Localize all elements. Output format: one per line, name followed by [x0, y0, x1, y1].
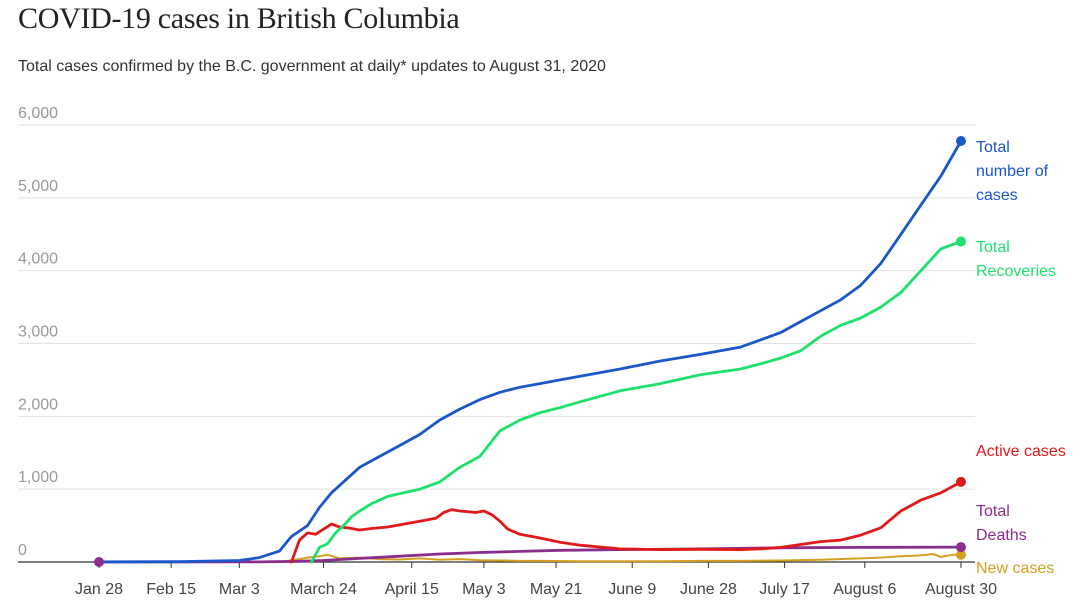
x-tick-label: August 30	[925, 581, 997, 598]
y-tick-label: 4,000	[18, 251, 58, 268]
series-end-point-total-recoveries	[955, 236, 966, 247]
y-tick-label: 2,000	[18, 396, 58, 413]
series-label-total-number-of-cases: number of	[976, 163, 1049, 180]
series-label-total-recoveries: Total	[976, 239, 1010, 256]
x-tick-label: April 15	[385, 581, 439, 598]
series-label-new-cases: New cases	[976, 560, 1054, 577]
series-line-total-number-of-cases	[97, 139, 963, 564]
x-tick-label: May 21	[530, 581, 583, 598]
series-lines	[94, 136, 966, 567]
series-end-point-total-number-of-cases	[955, 136, 966, 147]
x-tick-label: May 3	[462, 581, 506, 598]
series-end-point-total-deaths	[955, 542, 966, 553]
x-tick-label: August 6	[833, 581, 896, 598]
x-tick-label: Feb 15	[146, 581, 196, 598]
x-axis-ticks: Jan 28 Feb 15 Mar 3 March 24 April 15 May 3 Ma…	[75, 562, 997, 598]
series-end-point-new-cases	[955, 549, 966, 560]
series-start-point-total-deaths	[94, 557, 104, 567]
chart-subtitle: Total cases confirmed by the B.C. govern…	[18, 58, 606, 75]
y-tick-label: 5,000	[18, 178, 58, 195]
x-tick-label: June 9	[608, 581, 656, 598]
series-label-active-cases: Active cases	[976, 443, 1066, 460]
series-labels: New cases Total Deaths Active cases Total Rec…	[976, 139, 1066, 577]
series-label-total-deaths: Deaths	[976, 527, 1027, 544]
x-tick-label: Jan 28	[75, 581, 123, 598]
series-label-total-number-of-cases: Total	[976, 139, 1010, 156]
y-tick-label: 0	[18, 542, 27, 559]
y-axis-ticks: 0 1,000 2,000 3,000 4,000 5,000 6,000	[18, 105, 58, 559]
x-tick-label: March 24	[290, 581, 357, 598]
series-label-total-deaths: Total	[976, 503, 1010, 520]
chart-title: COVID-19 cases in British Columbia	[18, 2, 460, 35]
series-line-total-recoveries	[310, 240, 963, 564]
x-tick-label: July 17	[759, 581, 810, 598]
y-tick-label: 1,000	[18, 469, 58, 486]
x-tick-label: Mar 3	[219, 581, 260, 598]
series-label-total-recoveries: Recoveries	[976, 263, 1056, 280]
series-line-active-cases	[289, 480, 963, 564]
series-end-point-active-cases	[955, 476, 966, 487]
series-label-total-number-of-cases: cases	[976, 187, 1018, 204]
y-tick-label: 6,000	[18, 105, 58, 122]
gridlines	[18, 124, 975, 563]
y-tick-label: 3,000	[18, 324, 58, 341]
x-tick-label: June 28	[680, 581, 737, 598]
